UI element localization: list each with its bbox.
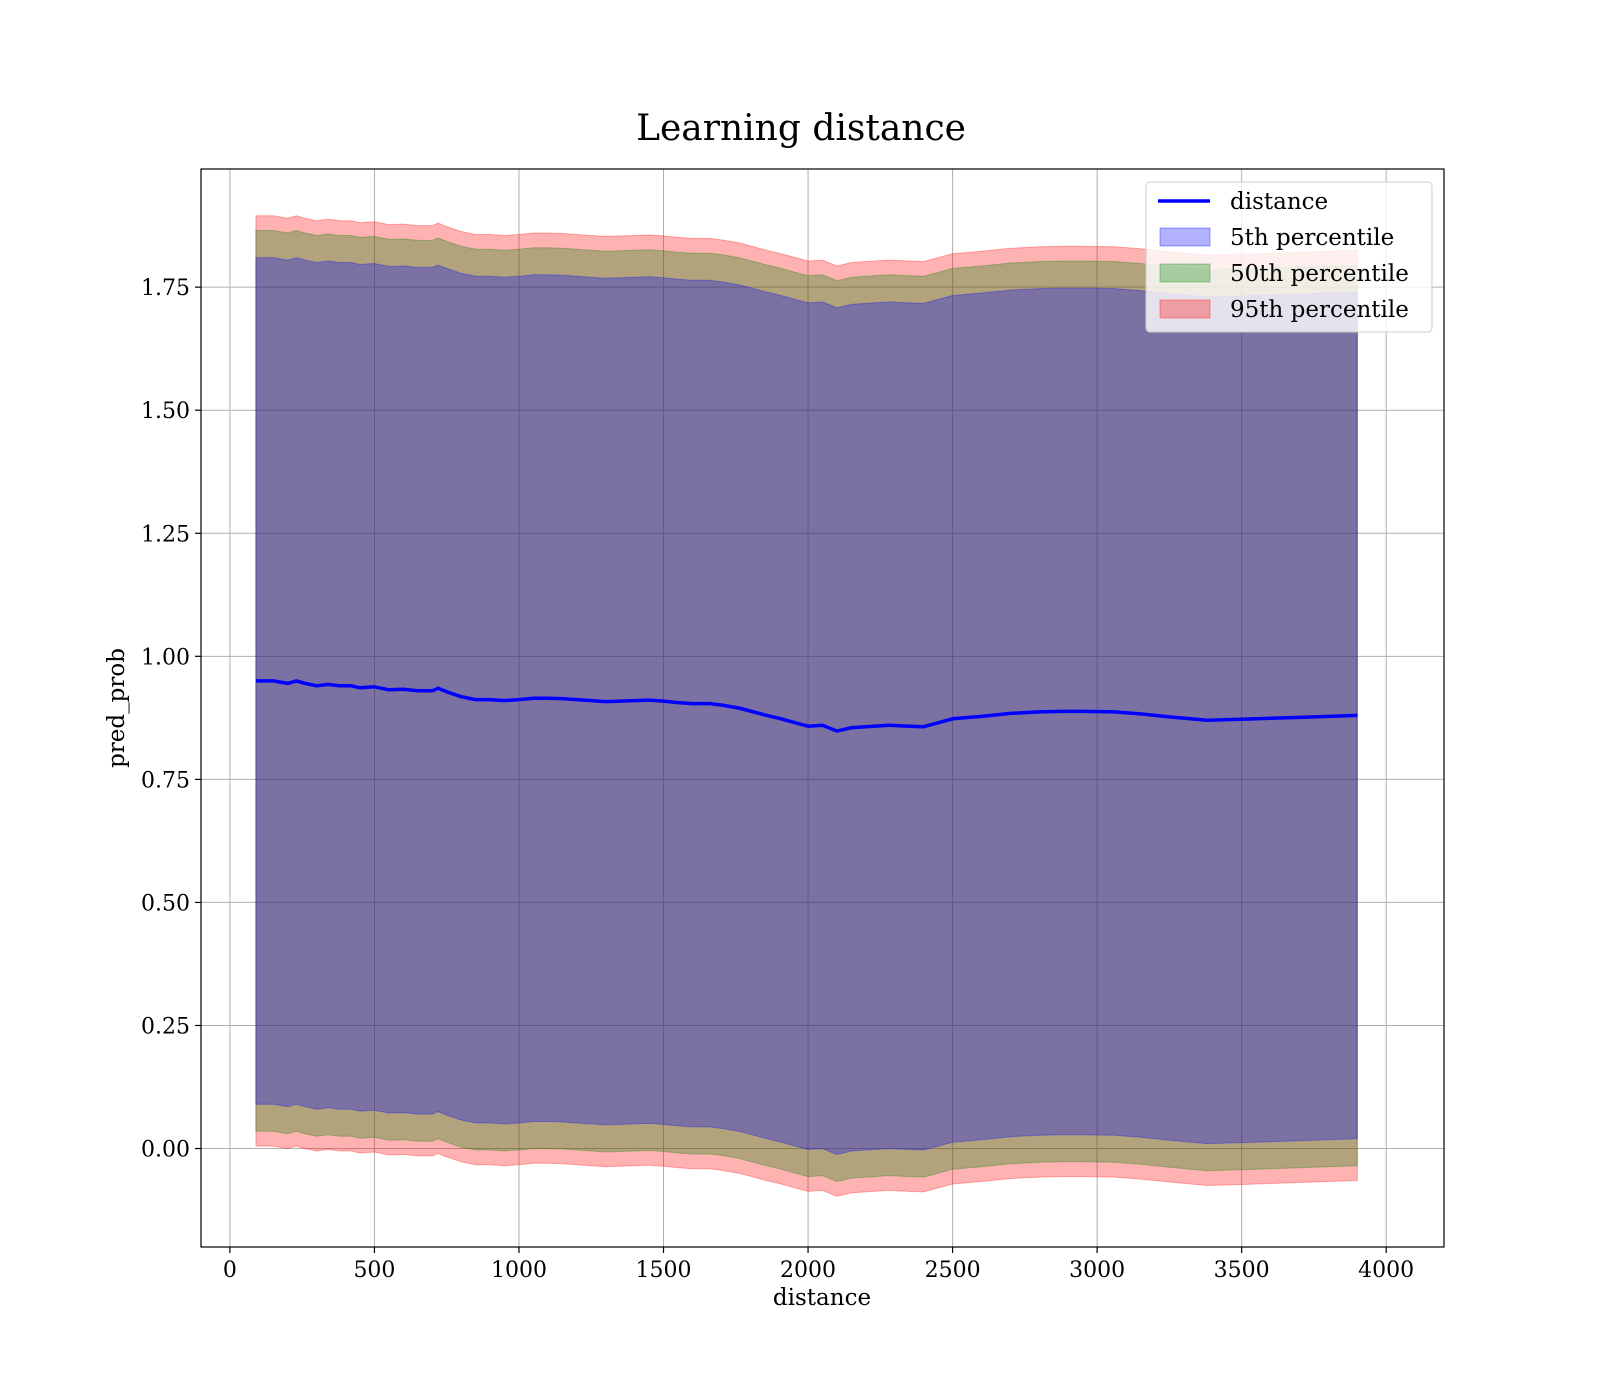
band-95th-percentile (255, 215, 1358, 1197)
legend: distance 5th percentile 50th percentile 95t… (1145, 181, 1433, 333)
legend-swatch-5th-percentile (1159, 227, 1211, 247)
y-tick-label-5: 1.25 (141, 522, 190, 547)
series-lines (255, 679, 1358, 733)
legend-label-5th-percentile: 5th percentile (1230, 225, 1394, 251)
y-tick-label-7: 1.75 (141, 276, 190, 301)
y-tick-label-3: 0.75 (141, 768, 190, 793)
x-tick-label-6: 3000 (1069, 1258, 1125, 1283)
series-line-distance (255, 679, 1358, 733)
plot-frame (200, 168, 1445, 1248)
y-axis-label: pred_prob (104, 648, 130, 768)
y-tick-label-2: 0.50 (141, 891, 190, 916)
x-tick-label-4: 2000 (780, 1258, 836, 1283)
percentile-bands (255, 215, 1358, 1197)
legend-frame (1145, 181, 1433, 333)
legend-swatch-50th-percentile (1159, 263, 1211, 283)
y-tick-label-1: 0.25 (141, 1014, 190, 1039)
grid-lines (201, 169, 1444, 1247)
x-tick-label-1: 500 (353, 1258, 395, 1283)
chart-title: Learning distance (636, 108, 966, 149)
y-tick-label-6: 1.50 (141, 399, 190, 424)
y-axis-ticks: 0.00 0.25 0.50 0.75 1.00 1.25 1.50 1.75 (141, 276, 201, 1163)
x-tick-label-7: 3500 (1214, 1258, 1270, 1283)
legend-swatch-95th-percentile (1159, 299, 1211, 319)
y-tick-label-4: 1.00 (141, 645, 190, 670)
x-axis-ticks: 0 500 1000 1500 2000 2500 3000 3500 4000 (223, 1247, 1414, 1283)
legend-label-50th-percentile: 50th percentile (1230, 261, 1409, 287)
x-tick-label-2: 1000 (491, 1258, 547, 1283)
legend-label-distance: distance (1230, 189, 1328, 215)
x-tick-label-5: 2500 (925, 1258, 981, 1283)
x-axis-label: distance (773, 1285, 871, 1311)
x-tick-label-0: 0 (223, 1258, 237, 1283)
y-tick-label-0: 0.00 (141, 1138, 190, 1163)
band-5th-percentile (255, 257, 1358, 1156)
x-tick-label-8: 4000 (1358, 1258, 1414, 1283)
band-50th-percentile (255, 229, 1358, 1183)
x-tick-label-3: 1500 (636, 1258, 692, 1283)
legend-label-95th-percentile: 95th percentile (1230, 297, 1409, 323)
